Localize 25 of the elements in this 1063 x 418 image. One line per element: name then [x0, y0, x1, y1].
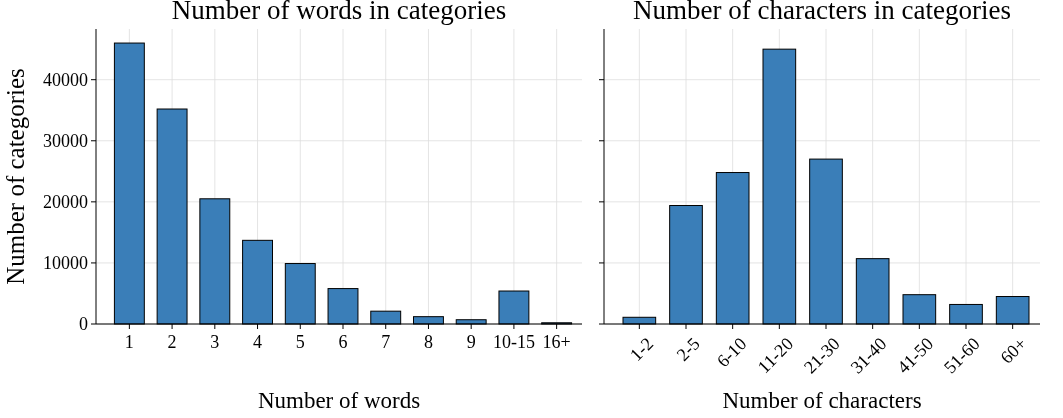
x-tick-label: 2 — [167, 332, 177, 353]
y-tick-label: 30000 — [43, 131, 88, 152]
x-tick-label: 8 — [423, 332, 433, 353]
x-tick-label: 3 — [210, 332, 220, 353]
x-tick-label: 10-15 — [492, 332, 535, 353]
y-tick-label: 0 — [79, 314, 88, 335]
y-tick-label: 40000 — [43, 69, 88, 90]
chart-title: Number of characters in categories — [633, 0, 1011, 25]
chart-title: Number of words in categories — [171, 0, 507, 25]
x-tick-label: 5 — [295, 332, 305, 353]
x-tick-label: 60+ — [996, 333, 1031, 368]
x-tick-label: 1-2 — [625, 333, 658, 365]
y-tick-label: 10000 — [43, 253, 88, 274]
x-tick-label: 2-5 — [672, 333, 704, 365]
x-axis-title: Number of words — [257, 388, 421, 413]
x-tick-label: 16+ — [542, 332, 571, 353]
x-axis-title: Number of characters — [722, 388, 922, 413]
x-tick-label: 9 — [466, 332, 476, 353]
x-tick-label: 1 — [124, 332, 134, 353]
x-tick-label: 6 — [338, 332, 348, 353]
x-tick-label: 7 — [381, 332, 391, 353]
x-tick-label: 4 — [253, 332, 263, 353]
y-tick-label: 20000 — [43, 192, 88, 213]
x-tick-label: 6-10 — [712, 333, 751, 372]
y-axis-title: Number of categories — [2, 68, 29, 285]
